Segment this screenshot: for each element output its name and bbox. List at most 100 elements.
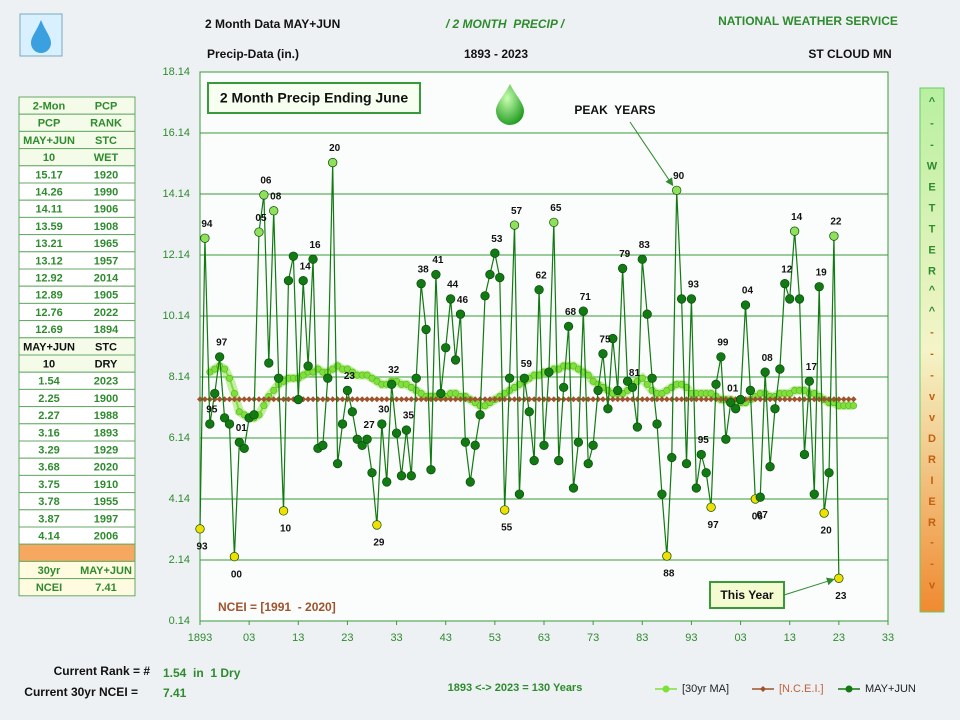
- ncei-marker: [845, 396, 852, 403]
- data-point: [342, 385, 353, 396]
- x-tick-label: 93: [685, 632, 697, 644]
- header-right-subtitle: ST CLOUD MN: [808, 47, 891, 61]
- data-point: [598, 349, 608, 359]
- ncei-marker: [452, 396, 459, 403]
- point-label: 38: [418, 264, 430, 275]
- data-point: [411, 373, 421, 383]
- table-text: MAY+JUN: [80, 565, 132, 577]
- scale-bar-text: ^: [926, 96, 938, 117]
- data-point: [283, 275, 294, 286]
- header-left-title: 2 Month Data MAY+JUN: [205, 17, 340, 31]
- data-point: [200, 233, 210, 243]
- table-text: 3.75: [38, 479, 59, 491]
- ncei-marker: [226, 396, 233, 403]
- table-text: MAY+JUN: [23, 135, 75, 147]
- point-label: 22: [830, 217, 842, 228]
- data-point: [401, 425, 412, 435]
- table-text: 1920: [94, 169, 118, 181]
- table-text: 4.14: [38, 531, 60, 543]
- x-tick-label: 43: [440, 632, 452, 644]
- data-point: [303, 361, 313, 371]
- x-tick-label: 13: [292, 632, 304, 644]
- x-tick-label: 1893: [188, 632, 212, 644]
- ncei-marker: [467, 396, 474, 403]
- ncei-marker: [329, 396, 336, 403]
- ncei-marker: [280, 396, 287, 403]
- point-label: 95: [206, 405, 218, 416]
- data-point: [396, 471, 407, 481]
- y-tick-label: 4.14: [169, 493, 190, 505]
- table-text: STC: [95, 135, 117, 147]
- table-text: 1910: [94, 479, 118, 491]
- ncei-marker: [644, 396, 651, 403]
- table-text: 1894: [94, 324, 119, 336]
- x-tick-label: 23: [341, 632, 353, 644]
- ncei-marker: [614, 396, 621, 403]
- ncei-marker: [486, 396, 493, 403]
- data-point: [382, 477, 392, 487]
- ncei-marker: [398, 396, 405, 403]
- data-point: [224, 419, 235, 429]
- y-tick-label: 8.14: [169, 371, 190, 383]
- scale-bar-text: -: [926, 558, 938, 579]
- point-label: 20: [821, 526, 833, 537]
- ncei-marker: [752, 396, 759, 403]
- ncei-marker: [501, 396, 508, 403]
- point-label: 06: [260, 176, 272, 187]
- data-point: [721, 434, 731, 444]
- scale-bar-text: -: [926, 537, 938, 558]
- plot-area: [199, 71, 889, 622]
- ma-point: [230, 389, 238, 397]
- legend-label: MAY+JUN: [865, 683, 916, 695]
- ncei-marker: [550, 396, 557, 403]
- data-point: [534, 285, 544, 295]
- data-point: [367, 468, 377, 478]
- data-point: [578, 306, 588, 316]
- ncei-marker: [472, 396, 479, 403]
- point-label: 97: [216, 338, 228, 349]
- data-point: [731, 404, 741, 414]
- data-point: [480, 291, 490, 301]
- scale-bar-text: -: [926, 370, 938, 391]
- point-label: 41: [432, 255, 444, 266]
- data-point: [323, 373, 333, 383]
- data-point: [426, 465, 436, 475]
- data-point: [696, 449, 706, 460]
- data-point: [249, 410, 259, 420]
- data-point: [672, 185, 682, 195]
- current-arrow: [783, 577, 835, 596]
- ncei-marker: [678, 396, 685, 403]
- ncei-marker: [349, 396, 356, 403]
- ncei-marker: [634, 396, 641, 403]
- table-text: 2.25: [38, 393, 59, 405]
- point-label: 19: [816, 267, 828, 278]
- data-point: [603, 404, 613, 414]
- ncei-marker: [811, 396, 818, 403]
- ncei-marker: [246, 396, 253, 403]
- point-label: 23: [835, 591, 847, 602]
- green-drop: [496, 84, 524, 125]
- ncei-marker: [354, 396, 361, 403]
- data-point: [234, 437, 244, 447]
- ncei-marker: [609, 396, 616, 403]
- table-text: 10: [43, 152, 55, 164]
- ncei-marker: [359, 396, 366, 403]
- data-point: [205, 419, 215, 429]
- data-point: [686, 294, 697, 304]
- data-point: [514, 489, 525, 499]
- data-point: [391, 428, 402, 438]
- data-point: [441, 343, 451, 353]
- data-point: [711, 379, 721, 389]
- rank-label: Current Rank = #: [54, 664, 151, 678]
- data-point: [691, 483, 701, 493]
- data-point: [642, 309, 652, 319]
- data-point: [676, 294, 687, 304]
- data-point: [421, 324, 431, 335]
- ncei-marker: [201, 396, 208, 403]
- ncei-marker: [432, 396, 439, 403]
- data-point: [288, 251, 299, 261]
- point-label: 05: [255, 213, 267, 224]
- table-text: 1905: [94, 290, 118, 302]
- table-text: PCP: [38, 118, 61, 130]
- data-point: [755, 492, 765, 502]
